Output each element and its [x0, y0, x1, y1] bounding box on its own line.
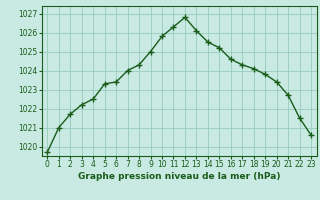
X-axis label: Graphe pression niveau de la mer (hPa): Graphe pression niveau de la mer (hPa) [78, 172, 280, 181]
